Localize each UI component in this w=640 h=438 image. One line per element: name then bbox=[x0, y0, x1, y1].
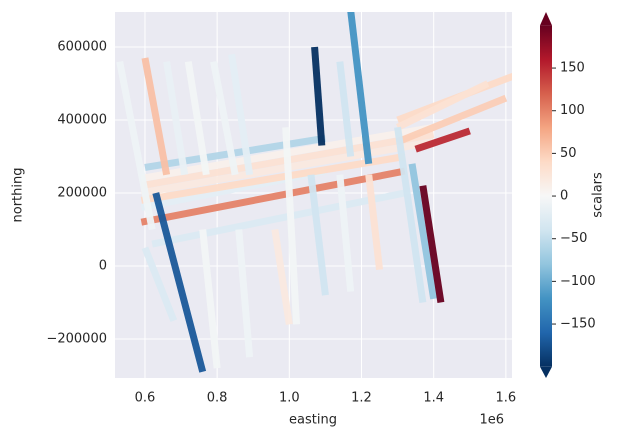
colorbar-tick-label: 0 bbox=[560, 189, 568, 204]
track bbox=[336, 174, 355, 292]
y-tick-label: 400000 bbox=[57, 113, 107, 128]
x-tick-label: 1.2 bbox=[351, 391, 372, 406]
track bbox=[210, 60, 239, 176]
track bbox=[163, 61, 189, 176]
track bbox=[307, 174, 329, 296]
track bbox=[140, 153, 406, 204]
x-tick-label: 0.8 bbox=[207, 391, 228, 406]
y-axis-label: northing bbox=[11, 168, 26, 223]
track bbox=[311, 46, 326, 146]
colorbar-tick-label: −150 bbox=[560, 317, 596, 332]
track bbox=[141, 57, 171, 176]
x-axis-label: easting bbox=[289, 413, 337, 428]
colorbar-label: scalars bbox=[591, 172, 606, 218]
track bbox=[414, 127, 471, 153]
track bbox=[152, 192, 207, 373]
track bbox=[228, 53, 254, 176]
colorbar-tick-label: 100 bbox=[560, 103, 585, 118]
track bbox=[282, 127, 301, 325]
colorbar-tick-label: −100 bbox=[560, 274, 596, 289]
track bbox=[365, 174, 384, 271]
track bbox=[347, 12, 373, 165]
track bbox=[184, 61, 210, 176]
track bbox=[396, 94, 508, 146]
colorbar-tick-label: 150 bbox=[560, 61, 585, 76]
track bbox=[408, 163, 438, 300]
track bbox=[271, 228, 293, 325]
track bbox=[141, 246, 178, 322]
x-tick-label: 1.4 bbox=[423, 391, 444, 406]
x-offset-label: 1e6 bbox=[479, 413, 504, 428]
x-tick-label: 1.6 bbox=[496, 391, 517, 406]
colorbar-tick-label: 50 bbox=[560, 146, 577, 161]
track bbox=[151, 189, 406, 248]
track bbox=[144, 134, 326, 171]
y-tick-label: 600000 bbox=[57, 40, 107, 55]
track bbox=[235, 229, 254, 358]
y-tick-label: −200000 bbox=[46, 331, 107, 346]
colorbar-extend-max bbox=[540, 12, 552, 26]
x-tick-label: 0.6 bbox=[135, 391, 156, 406]
track bbox=[396, 80, 490, 131]
track bbox=[116, 60, 156, 231]
colorbar bbox=[540, 25, 552, 367]
track bbox=[419, 185, 445, 303]
colorbar-tick-label: −50 bbox=[560, 231, 587, 246]
colorbar-extend-min bbox=[540, 366, 552, 378]
y-tick-label: 0 bbox=[99, 258, 107, 273]
track bbox=[336, 61, 355, 157]
y-tick-label: 200000 bbox=[57, 185, 107, 200]
track bbox=[140, 167, 406, 226]
track bbox=[394, 126, 427, 303]
track bbox=[199, 229, 221, 369]
x-tick-label: 1.0 bbox=[279, 391, 300, 406]
